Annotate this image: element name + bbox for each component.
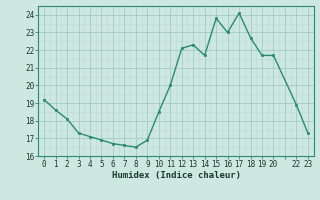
X-axis label: Humidex (Indice chaleur): Humidex (Indice chaleur) [111, 171, 241, 180]
